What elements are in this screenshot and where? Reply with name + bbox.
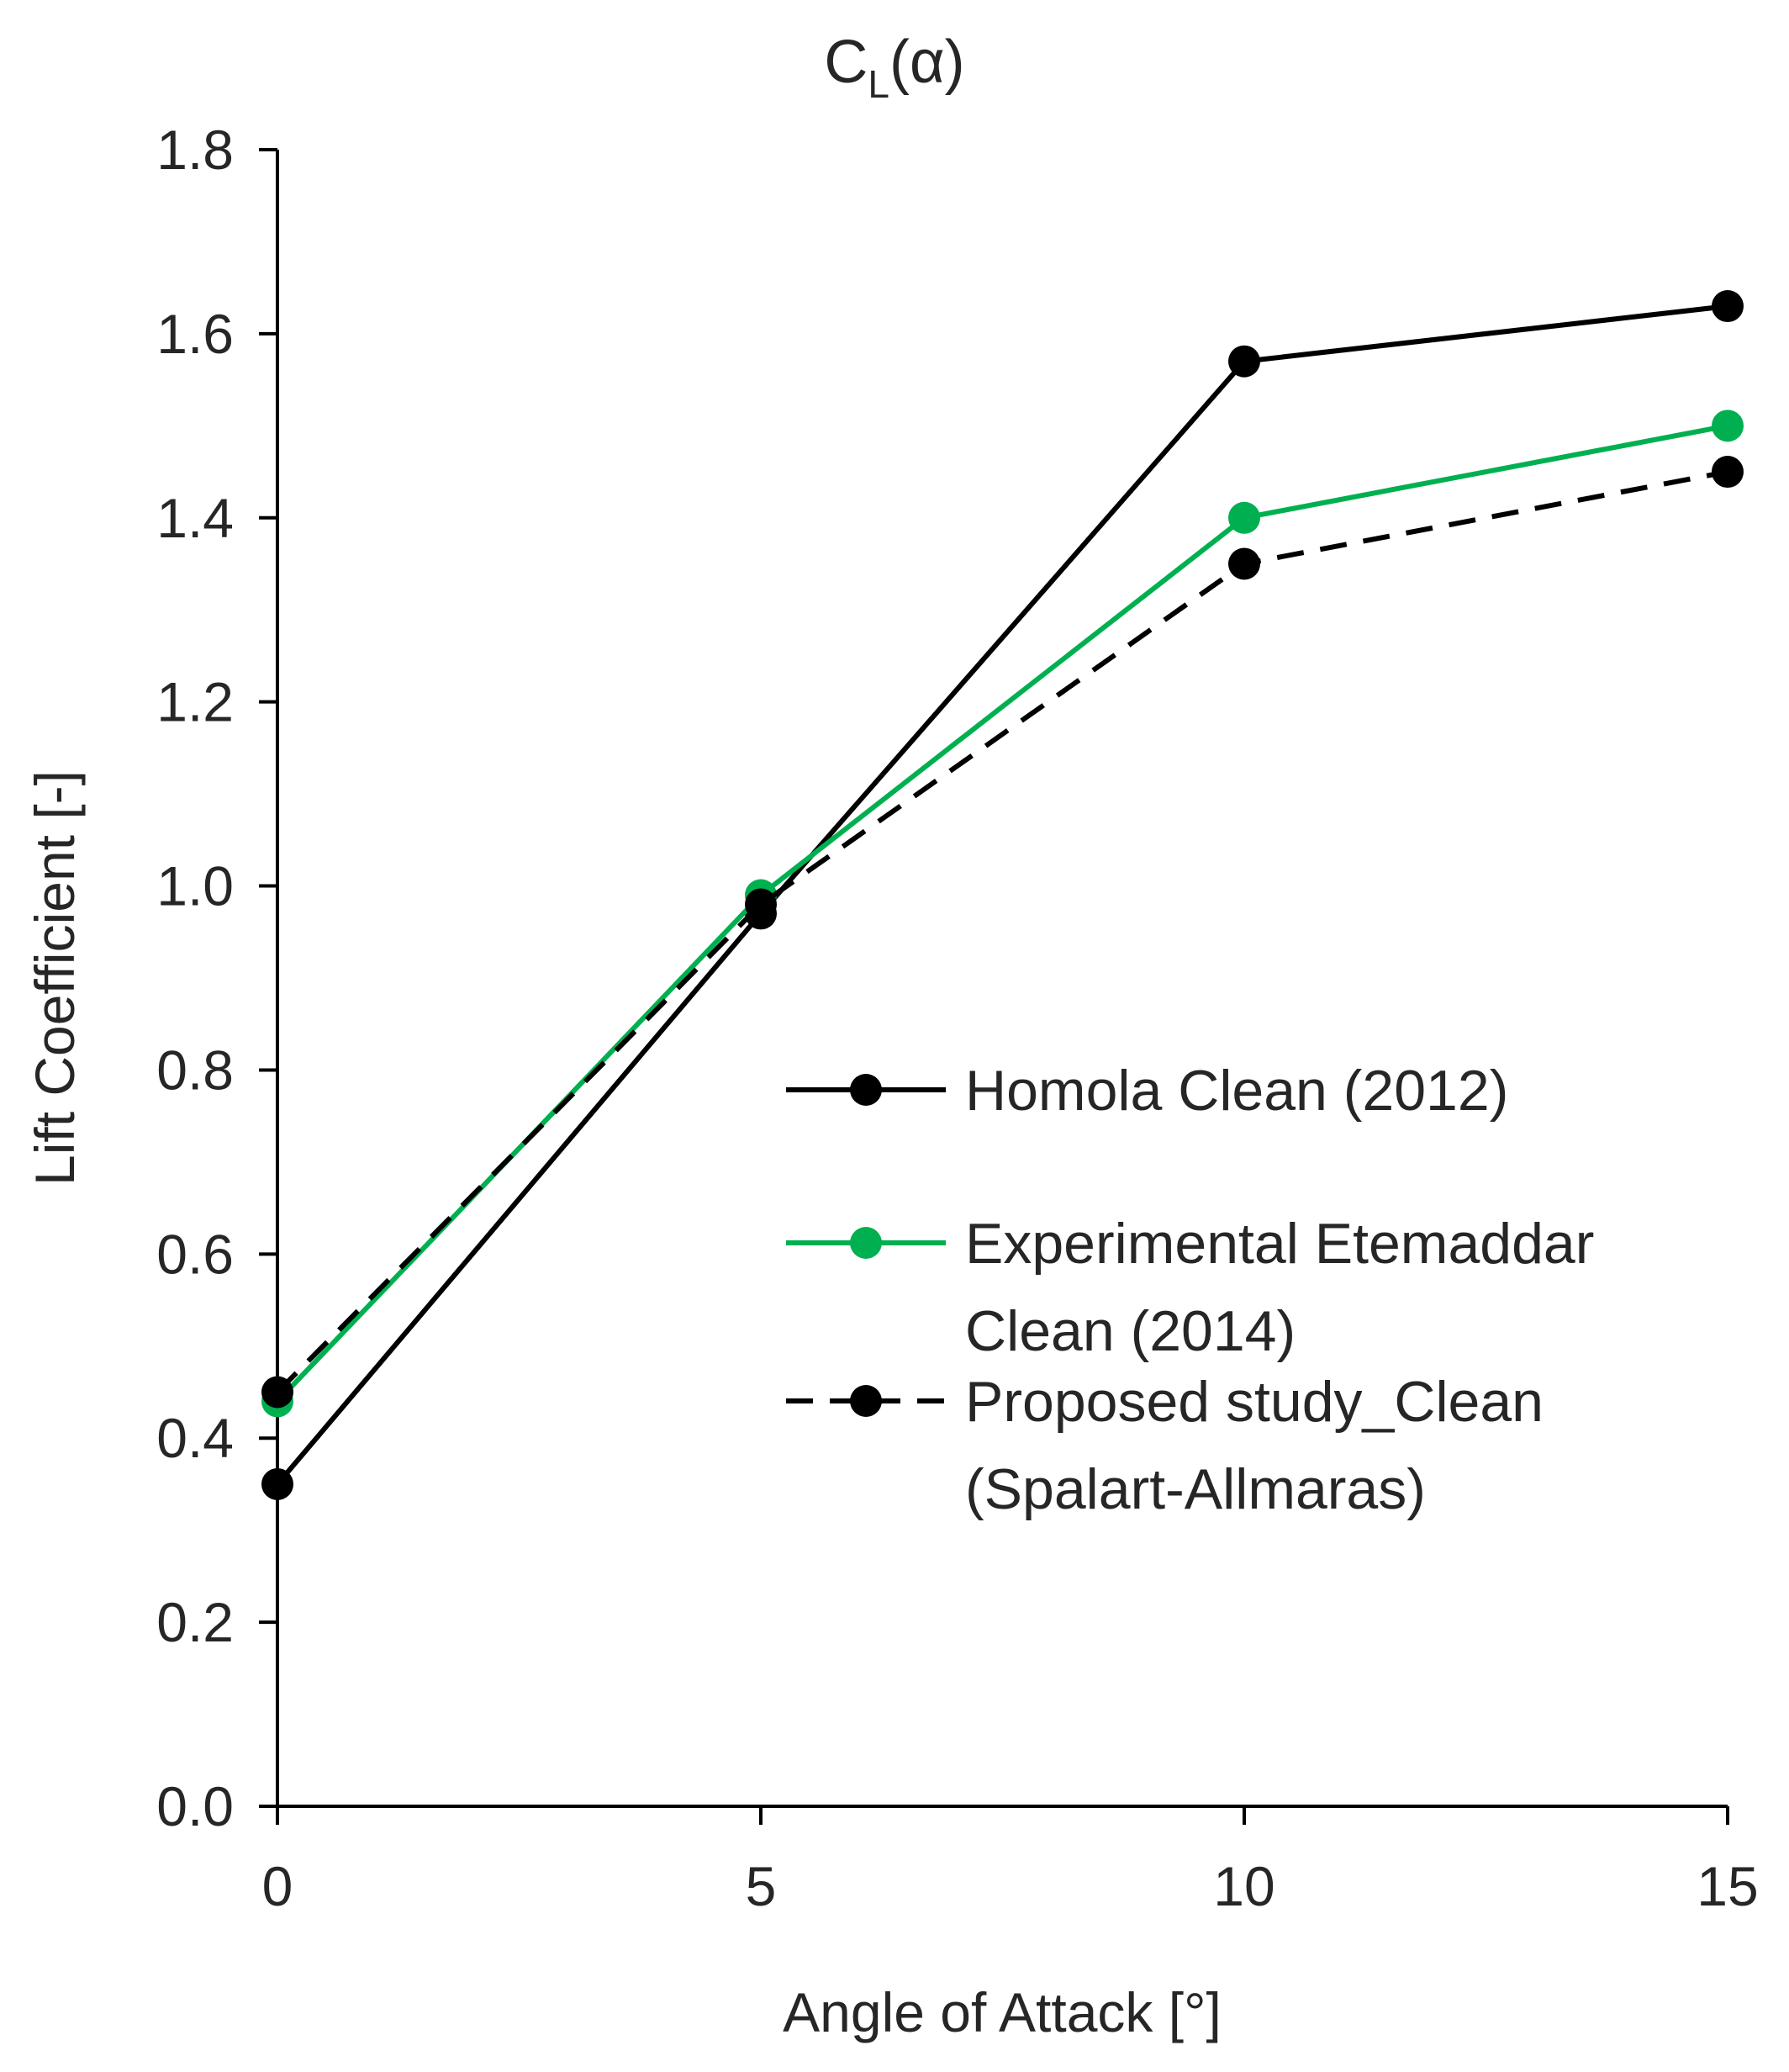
legend-item: Experimental Etemaddar Clean (2014) — [786, 1212, 1594, 1363]
legend-marker — [850, 1227, 882, 1259]
x-tick-label: 15 — [1697, 1855, 1758, 1917]
y-tick-label: 1.8 — [156, 119, 234, 181]
data-point — [1228, 345, 1260, 378]
y-tick-label: 0.8 — [156, 1039, 234, 1101]
series-line — [275, 304, 1728, 1486]
series-line — [275, 423, 1728, 1403]
y-tick-label: 1.4 — [156, 487, 234, 549]
legend-marker — [850, 1385, 882, 1417]
data-point — [1228, 501, 1260, 534]
x-tick-label: 0 — [262, 1855, 293, 1917]
title-subscript: L — [868, 62, 889, 106]
data-point — [1712, 456, 1744, 489]
data-point — [745, 888, 777, 921]
y-tick-label: 0.2 — [156, 1591, 234, 1653]
data-point — [1712, 290, 1744, 323]
legend-item: Proposed study_Clean (Spalart-Allmaras) — [786, 1370, 1544, 1521]
axes — [276, 150, 1728, 1808]
legend-label: Proposed study_Clean — [965, 1370, 1544, 1434]
legend-item: Homola Clean (2012) — [786, 1059, 1508, 1123]
x-ticks: 0 5 10 15 — [262, 1806, 1759, 1917]
legend-label: Experimental Etemaddar — [965, 1212, 1594, 1276]
legend: Homola Clean (2012) Experimental Etemadda… — [786, 1059, 1594, 1521]
data-point — [1228, 547, 1260, 580]
x-axis-title: Angle of Attack [°] — [783, 1981, 1222, 2043]
title-main: C — [824, 29, 868, 96]
y-tick-label: 0.6 — [156, 1223, 234, 1285]
y-tick-label: 0.4 — [156, 1407, 234, 1469]
y-tick-label: 1.0 — [156, 855, 234, 917]
legend-label: Homola Clean (2012) — [965, 1059, 1508, 1123]
y-tick-label: 1.2 — [156, 671, 234, 733]
data-point — [261, 1467, 293, 1500]
chart-title: CL(α) — [824, 29, 964, 106]
y-ticks: 0.0 0.2 0.4 0.6 0.8 1.0 1.2 1.4 1.6 1.8 — [156, 119, 277, 1837]
data-point — [261, 1376, 293, 1409]
series-layer — [261, 290, 1744, 1500]
y-tick-label: 0.0 — [156, 1775, 234, 1837]
legend-marker — [850, 1074, 882, 1106]
x-tick-label: 10 — [1213, 1855, 1274, 1917]
y-axis-title: Lift Coefficient [-] — [24, 770, 86, 1186]
data-point — [1712, 410, 1744, 442]
series-1 — [261, 290, 1744, 1500]
x-tick-label: 5 — [746, 1855, 777, 1917]
title-suffix: (α) — [889, 29, 965, 96]
series-3 — [261, 456, 1744, 1409]
y-tick-label: 1.6 — [156, 303, 234, 365]
series-line — [275, 469, 1728, 1394]
legend-label: Clean (2014) — [965, 1299, 1296, 1363]
legend-label: (Spalart-Allmaras) — [965, 1457, 1426, 1521]
